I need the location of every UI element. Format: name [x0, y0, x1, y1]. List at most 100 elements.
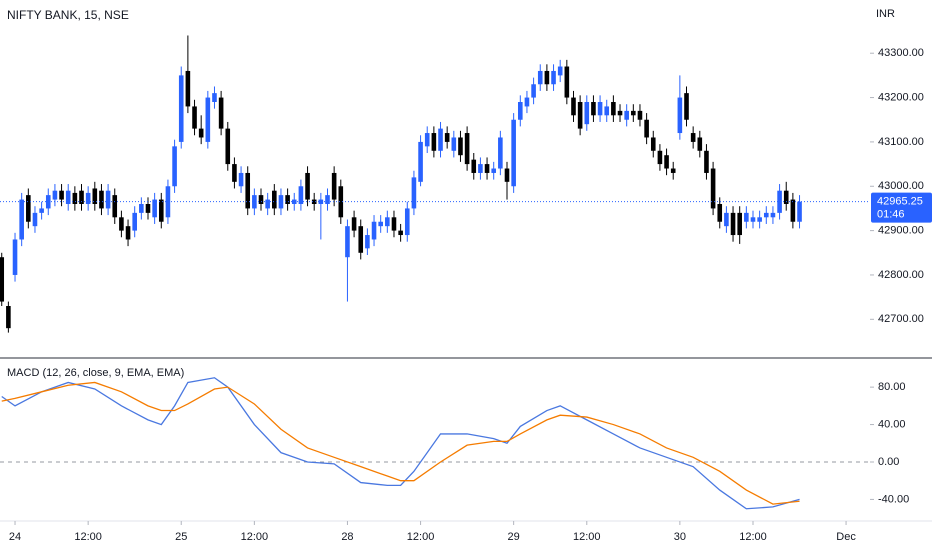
indicator-line [1, 377, 800, 510]
candle-body [537, 70, 543, 85]
candle-body [631, 110, 636, 116]
candle-body [272, 190, 277, 209]
candle-body [345, 226, 350, 258]
candle-body [424, 133, 430, 147]
last-price-label: 42965.25 [877, 196, 923, 208]
currency-label: INR [876, 8, 895, 20]
candle-body [750, 217, 756, 222]
candle-body [79, 190, 84, 204]
candle-body [611, 102, 616, 116]
candle-body [172, 146, 177, 187]
candle-body [438, 128, 443, 151]
candle-body [584, 102, 590, 125]
candle-body [704, 150, 709, 173]
candle-body [198, 128, 204, 138]
candle-body [378, 221, 383, 227]
candle-body [557, 66, 563, 76]
candle-body [504, 168, 510, 182]
candle-body [724, 212, 729, 227]
candle-body [99, 190, 104, 209]
candle-body [783, 190, 789, 204]
candle-body [697, 137, 703, 151]
candle-body [531, 84, 536, 98]
candle-body [617, 110, 623, 116]
candle-body [551, 70, 556, 85]
x-tick-label: 25 [175, 531, 187, 543]
candle-body [185, 70, 191, 107]
candle-body [225, 128, 231, 165]
x-tick-label: 12:00 [739, 531, 767, 543]
candle-body [365, 235, 370, 249]
candle-body [112, 195, 118, 218]
candle-body [564, 66, 570, 98]
candle-body [105, 190, 111, 209]
candle-body [265, 199, 270, 209]
candle-body [59, 190, 64, 200]
candle-body [411, 177, 417, 209]
candle-body [763, 212, 769, 218]
candle-body [139, 204, 144, 213]
candle-body [32, 212, 38, 227]
candle-body [458, 137, 463, 156]
candle-body [797, 201, 802, 222]
candle-body [431, 133, 437, 151]
candle-body [624, 110, 629, 120]
candle-body [657, 150, 663, 165]
candle-body [498, 137, 503, 169]
candle-body [677, 97, 683, 134]
candle-body [591, 102, 596, 116]
candle-body [571, 97, 576, 116]
candle-body [684, 93, 689, 120]
x-tick-label: 12:00 [407, 531, 435, 543]
candle-body [65, 190, 71, 204]
x-tick-label: 29 [508, 531, 520, 543]
candle-body [484, 164, 490, 173]
candle-body [690, 133, 696, 142]
candle-body [39, 208, 44, 213]
y-tick-label: 0.00 [878, 456, 899, 468]
y-tick-label: 43100.00 [878, 136, 924, 148]
candle-body [205, 97, 211, 142]
candle-body [125, 226, 131, 240]
candle-body [418, 141, 423, 182]
y-tick-label: 40.00 [878, 418, 906, 430]
candle-body [544, 70, 550, 85]
candle-body [6, 306, 11, 329]
candle-body [351, 217, 357, 231]
x-tick-label: 12:00 [241, 531, 269, 543]
candle-body [145, 204, 151, 213]
candle-body [26, 195, 31, 222]
candle-body [597, 102, 603, 116]
candle-body [152, 199, 157, 218]
candle-body [318, 199, 324, 204]
candle-body [757, 217, 762, 222]
candle-body [178, 75, 184, 142]
candle-body [258, 195, 264, 204]
candle-body [710, 168, 716, 209]
candle-body [158, 199, 164, 222]
last-price-box [871, 192, 932, 223]
candle-body [478, 164, 483, 173]
candle-body [285, 195, 290, 204]
candle-body [358, 226, 364, 253]
candle-body [471, 159, 477, 173]
y-tick-label: -40.00 [878, 493, 909, 505]
x-tick-label: 28 [341, 531, 353, 543]
candle-body [238, 172, 244, 187]
candle-body [385, 217, 390, 227]
x-tick-label: Dec [836, 531, 856, 543]
candle-body [637, 110, 643, 120]
candle-body [577, 102, 583, 129]
candle-body [371, 221, 377, 240]
candle-body [444, 133, 450, 142]
candle-body [451, 137, 457, 151]
candle-body [212, 93, 217, 102]
countdown-label: 01:46 [877, 209, 905, 221]
candle-body [192, 106, 197, 129]
y-tick-label: 43300.00 [878, 47, 924, 59]
candle-body [670, 168, 676, 173]
candle-body [218, 97, 224, 129]
x-tick-label: 12:00 [74, 531, 102, 543]
candle-body [511, 119, 516, 187]
